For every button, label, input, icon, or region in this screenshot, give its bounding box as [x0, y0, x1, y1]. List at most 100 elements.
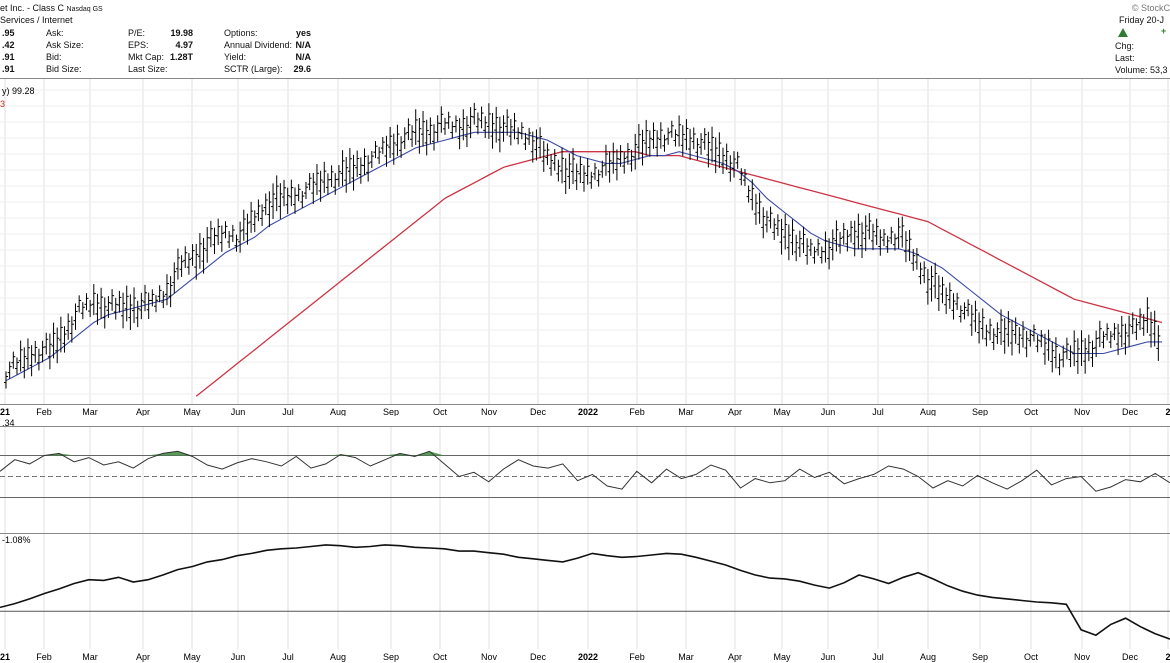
ohlc-bar — [691, 127, 696, 150]
ohlc-bar — [669, 120, 674, 138]
ohlc-bar — [219, 225, 224, 252]
yield-label: Yield: — [224, 52, 247, 62]
price-x-tick-label: Jun — [821, 407, 836, 416]
ohlc-bar — [132, 287, 137, 324]
ohlc-bar — [629, 149, 634, 172]
ohlc-bar — [603, 144, 608, 176]
ohlc-bar — [373, 141, 378, 159]
ohlc-bar — [823, 231, 828, 263]
ohlc-bar — [314, 163, 319, 196]
ohlc-bar — [512, 112, 517, 140]
pe-label: P/E: — [128, 28, 146, 38]
ohlc-bar — [18, 340, 23, 372]
ohlc-bar — [969, 304, 974, 336]
ohlc-bar — [651, 122, 656, 149]
ohlc-bar — [607, 151, 612, 183]
ma-200-line — [195, 151, 1163, 397]
rs-x-tick-label: Apr — [728, 652, 742, 662]
ohlc-bar — [1006, 311, 1011, 347]
ohlc-bar — [925, 268, 930, 305]
ohlc-bar — [351, 154, 356, 191]
ohlc-bar — [673, 129, 678, 147]
ohlc-bar — [139, 292, 144, 320]
ohlc-bar — [633, 133, 638, 170]
ohlc-bar — [303, 182, 308, 200]
ohlc-bar — [549, 154, 554, 176]
ohlc-bar — [856, 213, 861, 250]
rs-x-tick-label: Apr — [136, 652, 150, 662]
ohlc-bar — [271, 183, 276, 220]
ohlc-bar — [432, 124, 437, 151]
ohlc-bar — [322, 161, 327, 193]
rs-x-tick-label: Mar — [82, 652, 98, 662]
ohlc-bar — [746, 185, 751, 203]
ohlc-bar — [238, 221, 243, 253]
ohlc-bar — [428, 117, 433, 144]
ohlc-bar — [560, 147, 565, 184]
rs-line — [0, 544, 1170, 640]
ohlc-bar — [84, 293, 89, 311]
rs-x-tick-label: Dec — [530, 652, 547, 662]
ohlc-bar — [1042, 333, 1047, 365]
ohlc-bar — [464, 116, 469, 148]
ohlc-bar — [194, 243, 199, 280]
ohlc-bar — [168, 276, 173, 308]
price-x-tick-label: Oct — [433, 407, 448, 416]
ohlc-bar — [73, 303, 78, 330]
ohlc-bar — [293, 187, 297, 214]
ohlc-bar — [113, 297, 118, 320]
ma-legend-label: y) 99.28 — [2, 86, 35, 96]
ohlc-bar — [336, 165, 341, 187]
ohlc-bar — [1028, 329, 1033, 347]
rs-x-tick-label: Sep — [972, 652, 988, 662]
ohlc-bar — [249, 201, 254, 233]
ohlc-bar — [753, 193, 758, 225]
ohlc-bar — [267, 191, 272, 228]
rs-x-tick-label: Mar — [678, 652, 694, 662]
sctr-label: SCTR (Large): — [224, 64, 283, 74]
ohlc-bar — [1072, 330, 1077, 367]
ohlc-bar — [1138, 308, 1143, 331]
ohlc-bar — [179, 255, 184, 277]
ohlc-bar — [1101, 331, 1106, 349]
price-x-tick-label: Nov — [1074, 407, 1091, 416]
ohlc-bar — [121, 292, 126, 329]
ohlc-bar — [556, 159, 561, 182]
ohlc-bar — [790, 219, 795, 256]
ohlc-bar — [201, 237, 206, 274]
rs-x-tick-label: Sep — [383, 652, 399, 662]
price-x-tick-label: Dec — [530, 407, 547, 416]
ohlc-bar — [369, 150, 374, 169]
ohlc-bar — [973, 300, 978, 332]
ohlc-bar — [424, 119, 429, 156]
ohlc-bar — [991, 328, 996, 351]
rs-x-tick-label: 2022 — [578, 652, 598, 662]
rs-x-tick-label: Jun — [821, 652, 836, 662]
ohlc-bar — [377, 146, 382, 164]
ohlc-bar — [541, 140, 546, 172]
ohlc-bar — [896, 217, 901, 249]
ohlc-bar — [197, 233, 202, 269]
ohlc-bar — [161, 291, 166, 309]
ohlc-bar — [684, 119, 689, 151]
ohlc-bar — [494, 106, 499, 143]
rs-x-tick-label: Aug — [330, 652, 346, 662]
dividend-value: N/A — [295, 40, 312, 50]
ohlc-bar — [761, 207, 766, 239]
ohlc-bar — [14, 357, 19, 375]
rsi-label: .34 — [2, 418, 15, 428]
ohlc-bar — [995, 322, 1000, 345]
rs-x-tick-label: Nov — [481, 652, 498, 662]
ohlc-bar — [468, 107, 473, 139]
ohlc-bar — [29, 345, 34, 377]
ohlc-bar — [25, 338, 30, 370]
price-x-tick-label: 2 — [1165, 407, 1170, 416]
ohlc-bar — [325, 173, 330, 196]
ohlc-bar — [1083, 338, 1088, 374]
ohlc-bar — [936, 275, 941, 312]
ohlc-bar — [892, 233, 897, 251]
quote-value-4: .91 — [2, 64, 15, 74]
ohlc-bar — [421, 110, 426, 147]
ohlc-bar — [208, 220, 213, 248]
price-gridlines — [0, 78, 1170, 404]
